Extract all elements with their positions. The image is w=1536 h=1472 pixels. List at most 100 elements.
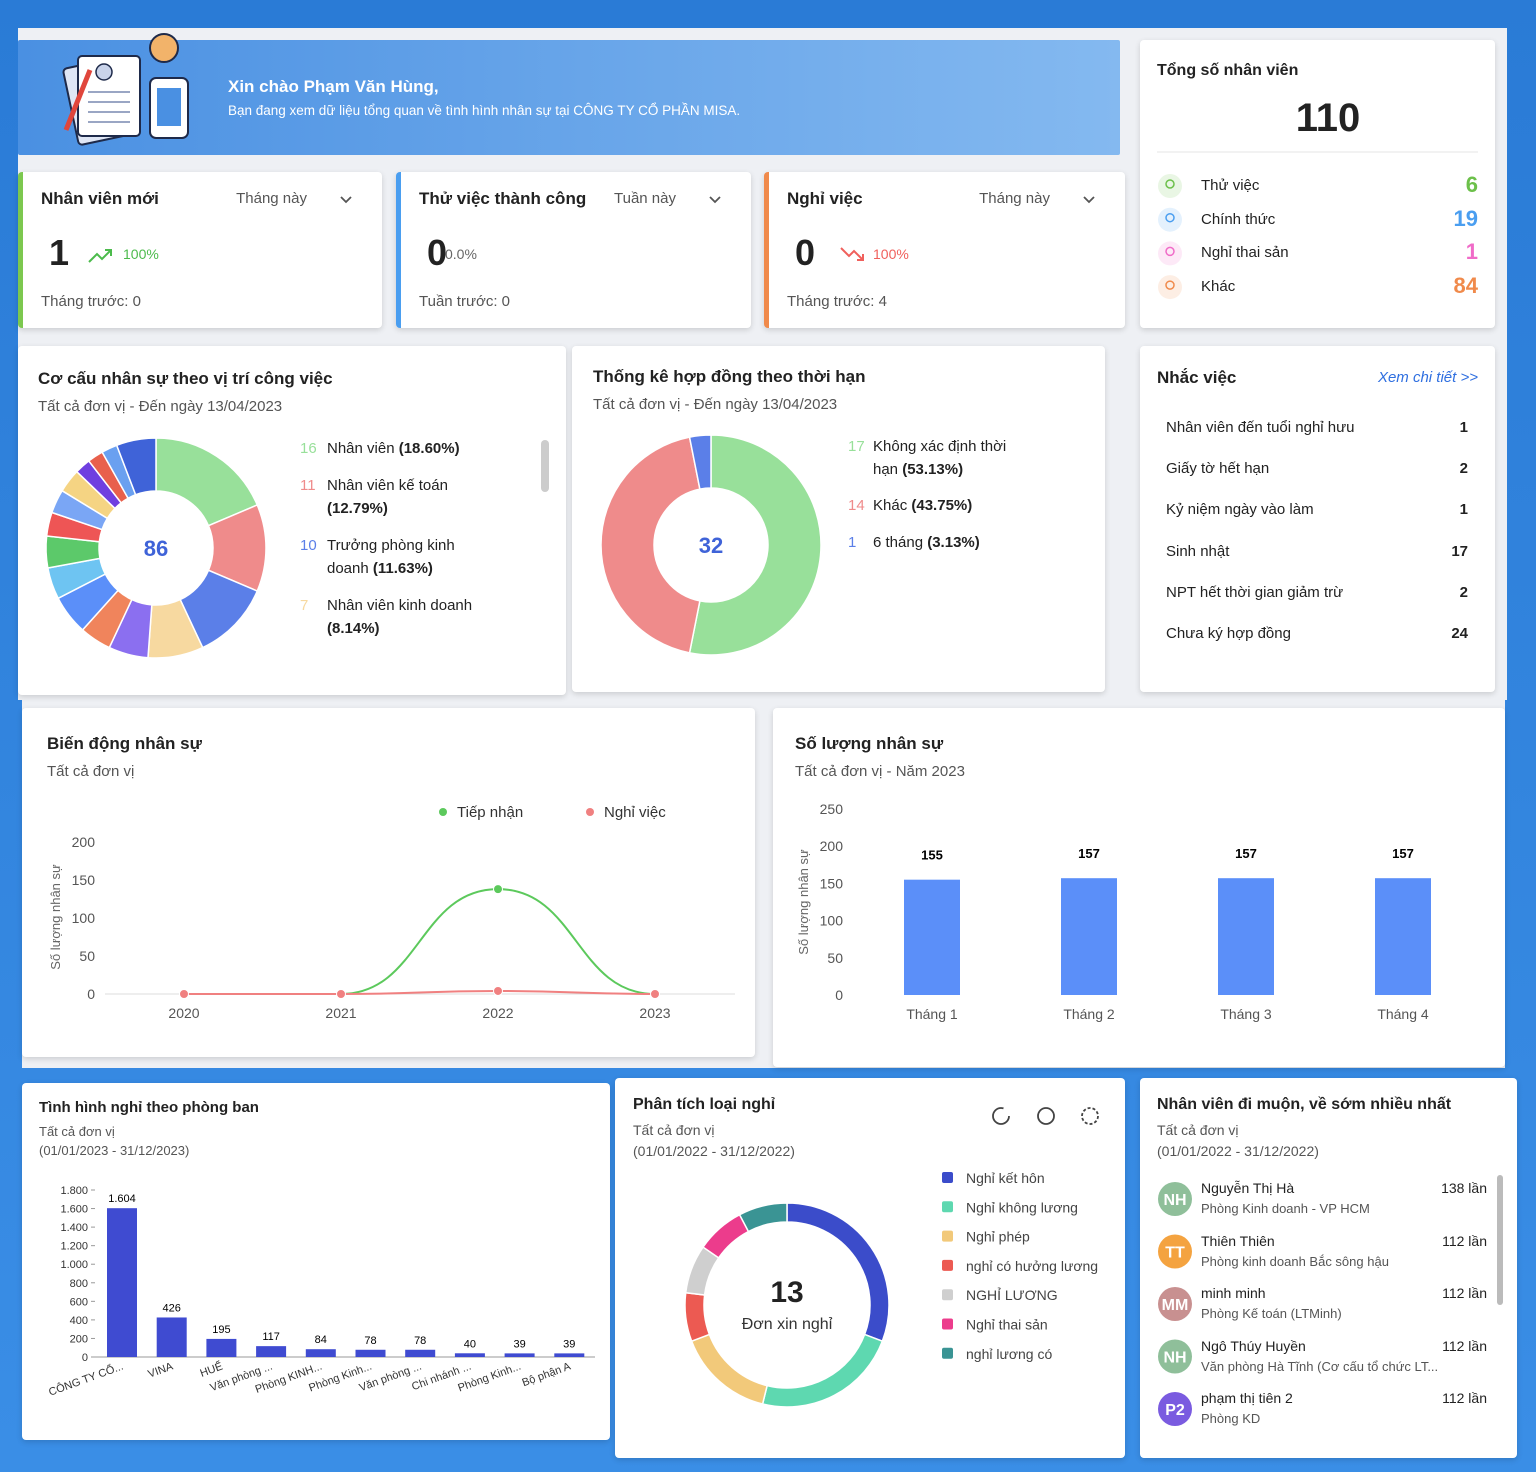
point — [179, 989, 189, 999]
legend-name: 6 tháng — [873, 534, 924, 551]
card — [22, 708, 755, 1057]
y-tick-label: 800 — [70, 1278, 88, 1290]
settings-button[interactable] — [1081, 1107, 1099, 1125]
reminder-label: Kỷ niệm ngày vào làm — [1166, 501, 1314, 519]
export-button[interactable] — [1037, 1107, 1055, 1125]
employee-name: phạm thị tiên 2 — [1201, 1390, 1293, 1406]
point — [493, 884, 503, 895]
y-tick-label: 150 — [820, 875, 844, 891]
kpi-change: 100% — [873, 246, 909, 262]
reminder-label: Nhân viên đến tuổi nghỉ hưu — [1166, 419, 1355, 436]
reminder-label: Giấy tờ hết hạn — [1166, 460, 1270, 478]
avatar-initials: MM — [1162, 1297, 1189, 1314]
legend-item: 17 Không xác định thời hạn (53.13%) — [848, 435, 1028, 481]
donut-slice — [690, 1333, 769, 1405]
legend-percent: (53.13%) — [902, 461, 964, 478]
legend-percent: (18.60%) — [398, 440, 460, 457]
reminder-label: Chưa ký hợp đồng — [1166, 625, 1291, 642]
value-label: 39 — [513, 1338, 525, 1350]
x-tick-label: 2021 — [325, 1005, 356, 1021]
legend-item: 10 Trưởng phòng kinh doanh (11.63%) — [300, 534, 490, 580]
kpi-period[interactable]: Tháng này — [979, 190, 1050, 207]
legend-percent: (3.13%) — [927, 534, 980, 551]
card-title: Nhắc việc — [1157, 368, 1237, 387]
value-label: 426 — [163, 1302, 181, 1314]
point — [336, 989, 346, 999]
legend-percent: (8.14%) — [327, 620, 380, 637]
employee-department: Phòng Kế toán (LTMinh) — [1201, 1306, 1342, 1321]
item-icon — [1165, 246, 1175, 257]
kpi-value: 1 — [48, 232, 70, 273]
donut-slice — [115, 437, 157, 496]
value-label: 78 — [414, 1335, 426, 1347]
legend-label: Nhân viên kế toán (12.79%) — [327, 474, 487, 520]
avatar — [1158, 1182, 1192, 1216]
refresh-button[interactable] — [992, 1107, 1010, 1125]
legend: 16 Nhân viên (18.60%) 11 Nhân viên kế toán … — [300, 437, 540, 661]
reminder-label: Sinh nhật — [1166, 542, 1230, 560]
link[interactable]: Xem chi tiết >> — [1377, 369, 1478, 386]
card-title: Biến động nhân sự — [47, 734, 202, 753]
bar — [1375, 878, 1431, 995]
item-icon-bg — [1158, 275, 1182, 300]
legend-count: 17 — [848, 438, 865, 455]
card-period: (01/01/2022 - 31/12/2022) — [633, 1143, 795, 1159]
employee-count: 112 lần — [1442, 1285, 1487, 1301]
legend-count: 7 — [300, 597, 309, 614]
item-label: Chính thức — [1201, 210, 1276, 228]
donut-slice — [761, 1333, 884, 1408]
item-label: Nghỉ thai sản — [1201, 244, 1289, 262]
avatar — [1158, 1392, 1192, 1426]
y-tick-label: 100 — [72, 910, 96, 926]
card-title: Tình hình nghỉ theo phòng ban — [39, 1099, 259, 1116]
bar — [355, 1349, 386, 1357]
legend-name: Trưởng phòng kinh doanh — [327, 537, 455, 577]
card-title: Phân tích loại nghỉ — [633, 1096, 776, 1113]
employee-department: Phòng KD — [1201, 1411, 1261, 1426]
card-period: (01/01/2022 - 31/12/2022) — [1157, 1143, 1319, 1159]
x-tick-label: HUẾ — [198, 1360, 224, 1380]
legend-label: Nghỉ phép — [966, 1229, 1030, 1245]
legend-item: 1 6 tháng (3.13%) — [848, 531, 1028, 554]
icon-cup — [149, 33, 179, 63]
employee-department: Văn phòng Hà Tĩnh (Cơ cấu tổ chức LT... — [1201, 1358, 1439, 1374]
x-tick-label: 2023 — [639, 1005, 670, 1021]
donut-slice — [738, 1202, 788, 1233]
value-label: 1.604 — [108, 1193, 136, 1205]
y-tick-label: 0 — [87, 986, 95, 1002]
kpi-period[interactable]: Tháng này — [236, 190, 307, 207]
bar — [206, 1338, 237, 1357]
employee-name: Nguyễn Thị Hà — [1201, 1180, 1295, 1196]
bar — [156, 1317, 187, 1357]
y-tick-label: 1.400 — [60, 1222, 88, 1234]
avatar-initials: NH — [1163, 1192, 1186, 1209]
employee-count: 112 lần — [1442, 1232, 1487, 1249]
value-label: 157 — [1392, 846, 1414, 861]
card-subtitle: Tất cả đơn vị — [633, 1122, 715, 1138]
legend-label: 6 tháng (3.13%) — [873, 531, 1023, 554]
point — [493, 985, 503, 996]
value-label: 39 — [563, 1338, 575, 1350]
y-tick-label: 0 — [82, 1352, 88, 1364]
card-subtitle: Tất cả đơn vị — [47, 763, 135, 780]
bar — [305, 1349, 336, 1357]
bar — [1218, 878, 1274, 995]
chevron — [340, 196, 352, 204]
legend-percent: (43.75%) — [911, 497, 973, 514]
scrollbar — [541, 440, 549, 492]
y-tick-label: 0 — [835, 987, 843, 1003]
item-value: 19 — [1453, 205, 1478, 231]
card-title: Số lượng nhân sự — [795, 734, 944, 753]
x-tick-label: Tháng 1 — [906, 1006, 958, 1022]
x-tick-label: 2020 — [168, 1005, 199, 1021]
kpi-period[interactable]: Tuần này — [614, 190, 676, 207]
legend-label: Nghỉ việc — [604, 804, 666, 821]
y-tick-label: 400 — [70, 1315, 88, 1327]
donut-slice — [702, 1213, 750, 1259]
employee-count: 138 lần — [1441, 1180, 1487, 1196]
legend-label: Nhân viên kinh doanh (8.14%) — [327, 594, 487, 640]
legend-name: Nhân viên kế toán — [327, 477, 448, 494]
x-tick-label: Tháng 3 — [1220, 1006, 1272, 1022]
legend-item: 16 Nhân viên (18.60%) — [300, 437, 490, 460]
value-label: 40 — [464, 1338, 476, 1350]
